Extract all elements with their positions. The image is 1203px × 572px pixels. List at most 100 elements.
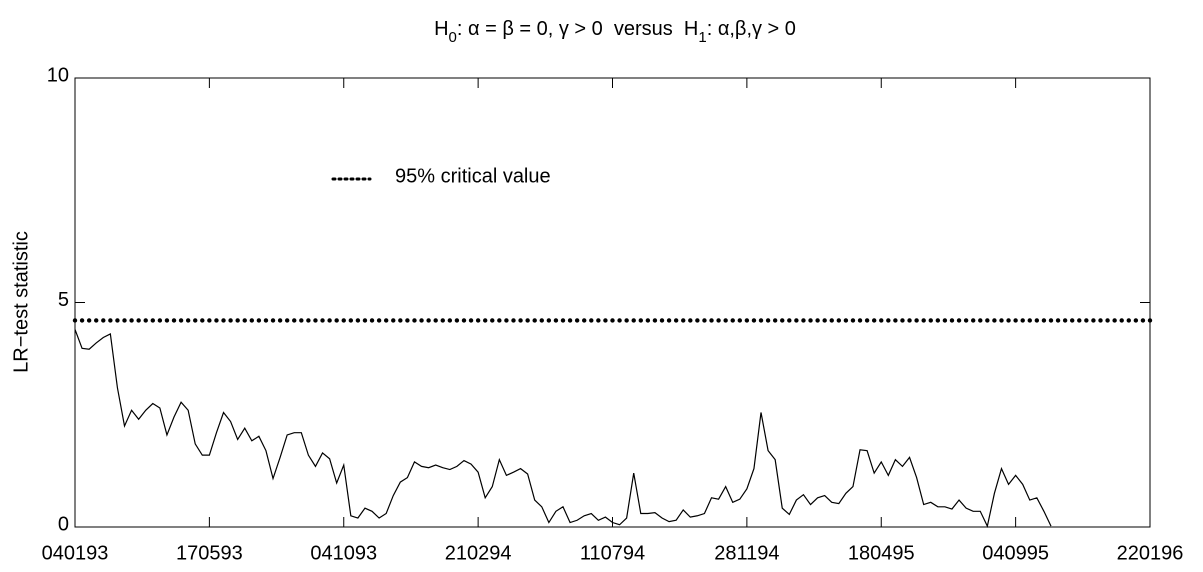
critical-dot [765,318,771,323]
critical-dot [843,318,849,323]
critical-dot [270,318,276,323]
critical-dot [730,318,735,323]
critical-dot [1091,318,1096,323]
critical-dot [978,318,983,323]
critical-dot [673,318,679,323]
critical-dot [1084,318,1089,323]
critical-dot [115,318,120,323]
critical-dot [645,318,651,323]
critical-dot [454,318,460,323]
critical-dot [603,318,608,323]
y-tick-label: 5 [58,289,69,311]
critical-dot [539,318,544,323]
critical-dot [72,318,78,323]
critical-dot [1133,318,1139,323]
critical-dot [829,318,834,323]
y-tick-label: 10 [47,64,69,86]
critical-dot [921,318,926,323]
critical-dot [737,318,743,323]
critical-dot [263,318,269,323]
critical-dot [638,318,643,323]
plot-frame [74,77,1151,528]
critical-dot [1140,318,1146,323]
critical-dot [475,318,481,323]
critical-dot [935,318,941,323]
legend-label: 95% critical value [395,165,551,187]
critical-dot [681,318,686,323]
x-tick-label: 220196 [1117,542,1184,564]
critical-dot [200,318,205,323]
critical-dot [129,318,134,323]
critical-dot [610,318,615,323]
critical-dot [525,318,530,323]
critical-dot [334,318,339,323]
critical-dot [1112,318,1117,323]
x-tick-label: 110794 [580,542,645,564]
critical-dot [794,318,799,323]
critical-dot [440,318,445,323]
critical-dot [1098,318,1103,323]
critical-dot [709,318,714,323]
x-tick-label: 210294 [445,542,512,564]
critical-dot [815,318,820,323]
critical-dot [758,318,764,323]
critical-dot [801,318,806,323]
critical-dot [362,318,368,323]
critical-dot [999,318,1004,323]
critical-dot [688,318,693,323]
critical-dot [879,318,884,323]
critical-dot [886,318,891,323]
critical-dot [164,318,170,323]
critical-dot [893,318,898,323]
x-tick-label: 170593 [176,542,243,564]
critical-dot [780,318,785,323]
chart-title: H0: α = β = 0, γ > 0 versus H1: α,β,γ > … [434,18,796,46]
x-tick-label: 041093 [310,542,377,564]
critical-dot [292,318,297,323]
critical-dot [850,318,856,323]
critical-dot [942,318,948,323]
critical-dot [900,318,905,323]
title-part: : α = β = 0, γ > 0 versus H [457,18,699,40]
critical-dot [101,318,106,323]
critical-dot [214,318,219,323]
critical-dot [348,318,354,323]
critical-dot [86,318,92,323]
critical-dot [787,318,792,323]
critical-dot [574,318,580,323]
critical-dot [426,318,431,323]
critical-dot [419,318,424,323]
critical-dot [1147,318,1153,323]
y-tick-label: 0 [58,513,69,535]
critical-dot [490,318,495,323]
y-axis-label: LR−test statistic [10,231,32,373]
critical-dot [822,318,827,323]
critical-dot [136,318,141,323]
critical-dot [299,318,304,323]
critical-dot [992,318,997,323]
critical-dot [532,318,537,323]
critical-dot [391,318,396,323]
critical-dot [546,318,552,323]
critical-dot [383,318,389,323]
critical-dot [468,318,474,323]
critical-dot [228,318,233,323]
critical-dot [504,318,509,323]
critical-dot [723,318,728,323]
critical-dot [518,318,523,323]
critical-dot [1041,318,1047,323]
critical-dot [1062,318,1068,323]
critical-dot [143,318,148,323]
critical-dot [864,318,870,323]
critical-dot [447,318,453,323]
title-part: H [434,18,448,40]
critical-dot [553,318,559,323]
critical-dot [320,318,325,323]
critical-dot [836,318,842,323]
critical-dot [560,318,566,323]
critical-dot [1020,318,1025,323]
critical-dot [256,318,262,323]
critical-dot [871,318,877,323]
critical-dot [122,318,127,323]
